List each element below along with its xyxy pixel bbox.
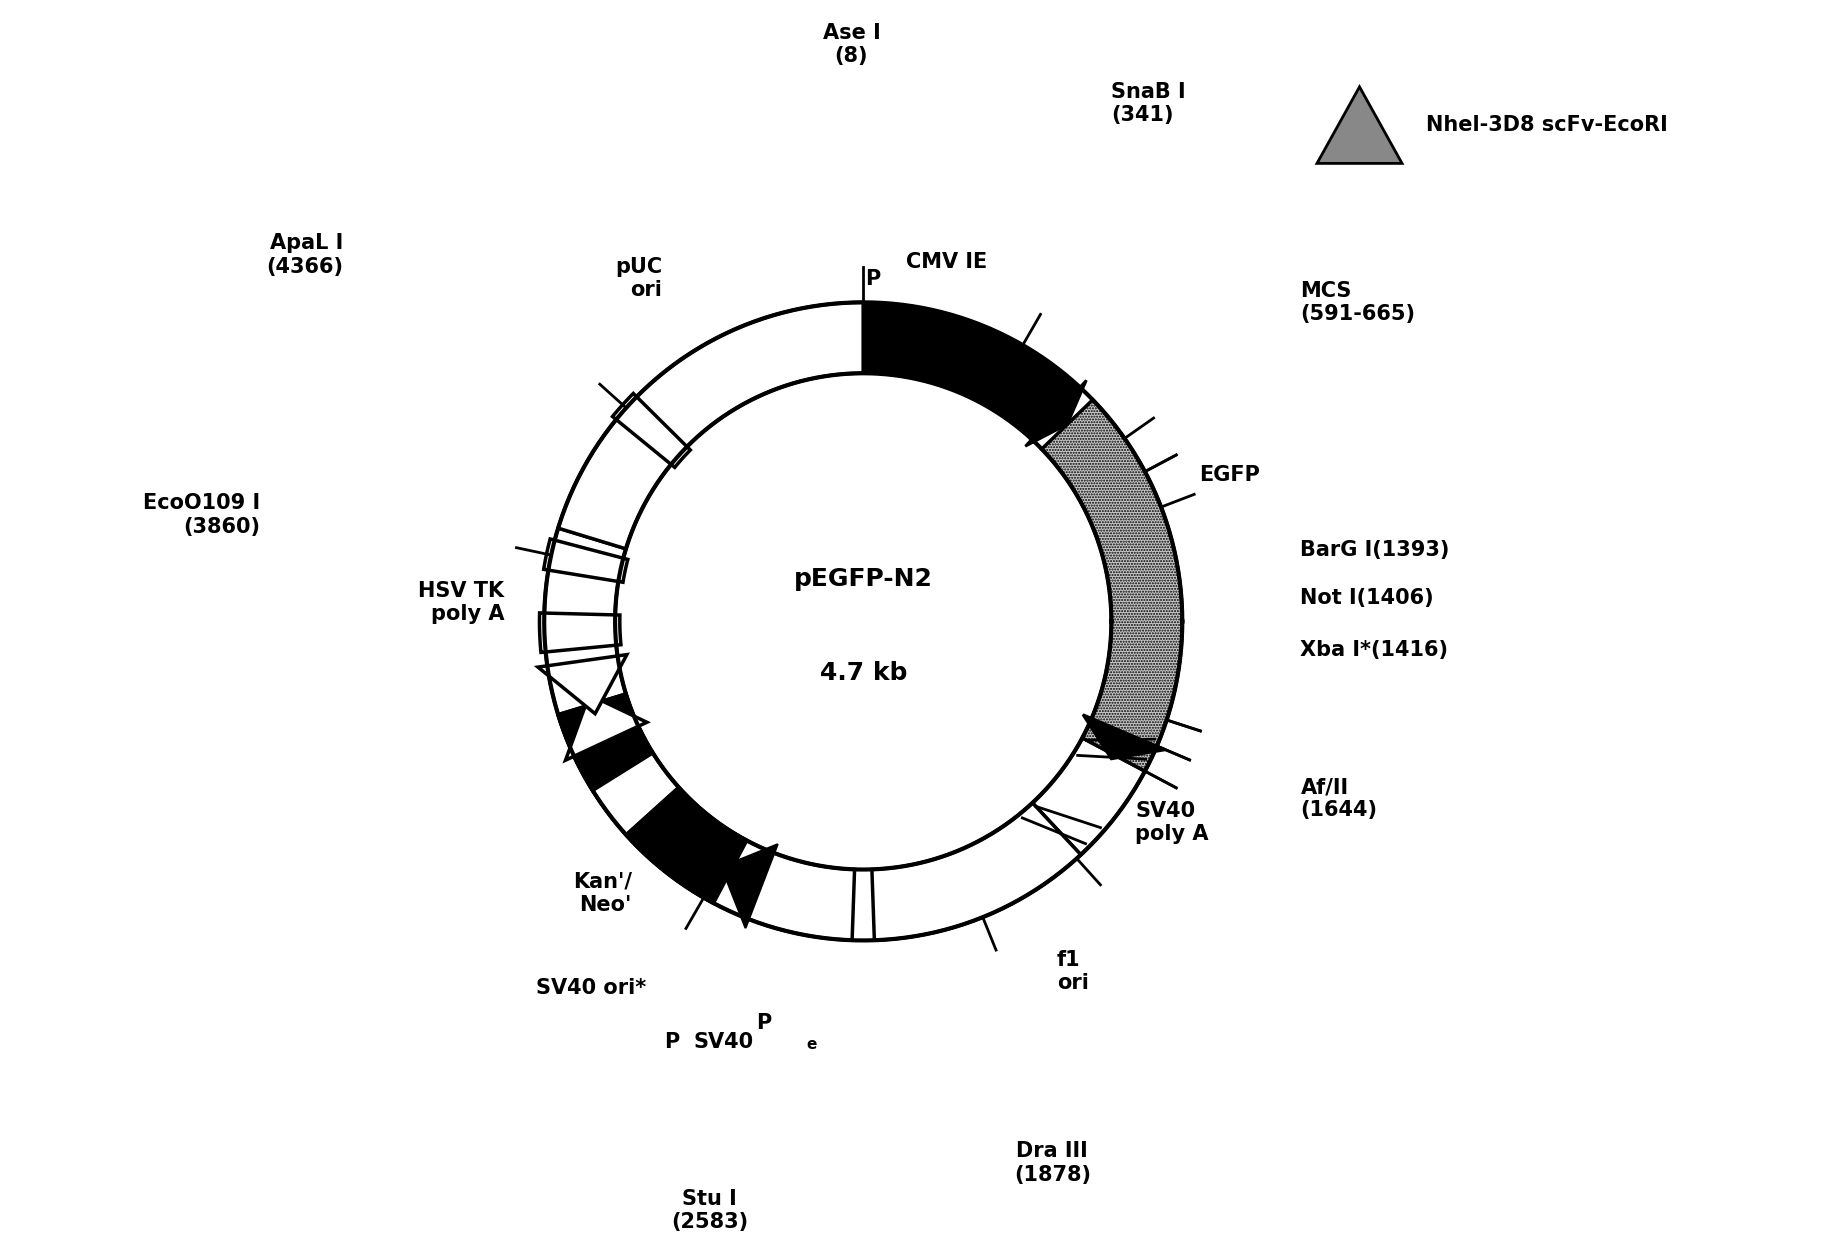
Polygon shape <box>1042 400 1182 771</box>
Polygon shape <box>721 844 778 928</box>
Polygon shape <box>557 694 652 791</box>
Polygon shape <box>544 540 628 582</box>
Polygon shape <box>557 694 854 940</box>
Polygon shape <box>1025 380 1087 446</box>
Text: SnaB I
(341): SnaB I (341) <box>1111 82 1185 125</box>
Text: BarG I(1393): BarG I(1393) <box>1300 541 1450 561</box>
Polygon shape <box>557 302 863 548</box>
Polygon shape <box>626 787 747 903</box>
Polygon shape <box>1317 87 1402 164</box>
Polygon shape <box>566 694 646 761</box>
Text: pEGFP-N2: pEGFP-N2 <box>794 567 932 591</box>
Polygon shape <box>863 302 1078 438</box>
Polygon shape <box>539 613 621 652</box>
Text: pUC
ori: pUC ori <box>615 257 663 300</box>
Text: Stu I
(2583): Stu I (2583) <box>672 1189 748 1232</box>
Text: Af/II
(1644): Af/II (1644) <box>1300 777 1377 821</box>
Polygon shape <box>544 302 1182 940</box>
Text: Not I(1406): Not I(1406) <box>1300 588 1435 608</box>
Text: Ase I
(8): Ase I (8) <box>823 22 880 66</box>
Text: P: P <box>865 270 881 290</box>
Text: CMV IE: CMV IE <box>905 252 987 272</box>
Text: EGFP: EGFP <box>1198 465 1260 485</box>
Text: SV40: SV40 <box>694 1032 754 1052</box>
Polygon shape <box>872 803 1082 940</box>
Polygon shape <box>592 753 679 834</box>
Text: Kan'/
Neo': Kan'/ Neo' <box>572 872 632 914</box>
Polygon shape <box>612 393 690 467</box>
Polygon shape <box>537 654 626 713</box>
Text: MCS
(591-665): MCS (591-665) <box>1300 281 1415 323</box>
Text: EcoO109 I
(3860): EcoO109 I (3860) <box>144 493 260 537</box>
Polygon shape <box>1033 738 1145 854</box>
Text: e: e <box>807 1037 818 1052</box>
Text: HSV TK
poly A: HSV TK poly A <box>417 581 504 624</box>
Text: SV40 ori*: SV40 ori* <box>535 978 646 998</box>
Text: f1
ori: f1 ori <box>1056 949 1089 993</box>
Text: Nhel-3D8 scFv-EcoRI: Nhel-3D8 scFv-EcoRI <box>1426 115 1668 135</box>
Text: SV40
poly A: SV40 poly A <box>1134 801 1209 844</box>
Text: P: P <box>756 1013 772 1033</box>
Polygon shape <box>1083 714 1165 759</box>
Text: P: P <box>663 1032 679 1052</box>
Polygon shape <box>544 528 626 714</box>
Text: Dra III
(1878): Dra III (1878) <box>1014 1142 1091 1184</box>
Text: Xba I*(1416): Xba I*(1416) <box>1300 639 1448 659</box>
Text: ApaL I
(4366): ApaL I (4366) <box>266 234 344 277</box>
Text: 4.7 kb: 4.7 kb <box>819 662 907 686</box>
